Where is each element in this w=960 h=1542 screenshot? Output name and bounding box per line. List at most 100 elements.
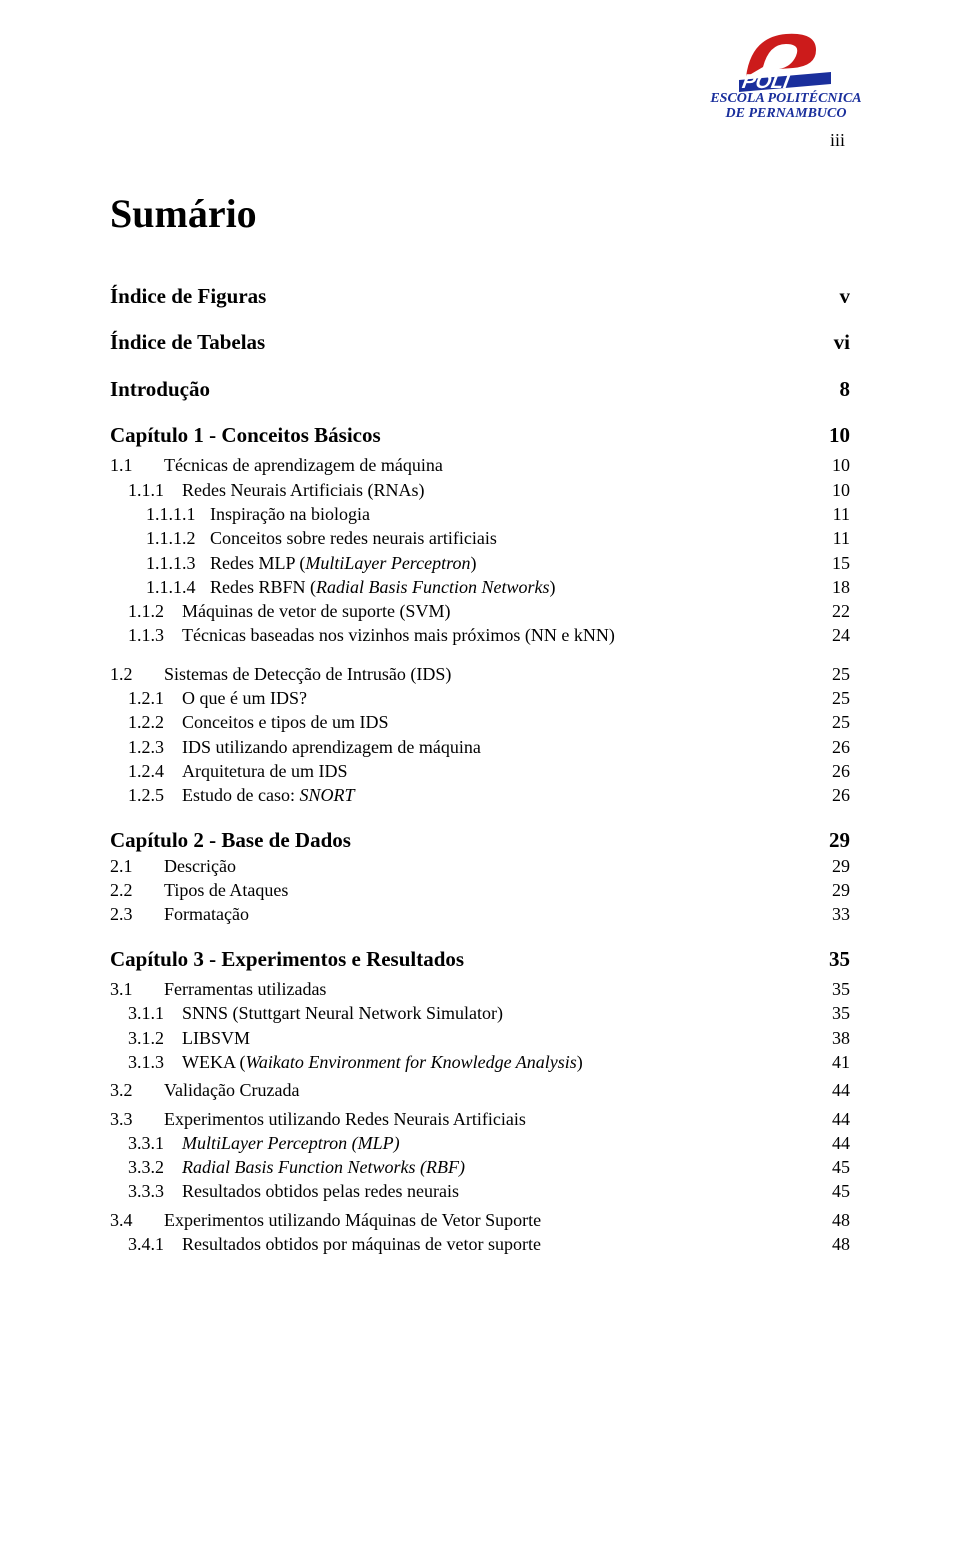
toc-row: 1.1.3Técnicas baseadas nos vizinhos mais… — [110, 623, 850, 647]
toc-label: 3.4Experimentos utilizando Máquinas de V… — [110, 1208, 820, 1232]
toc-num: 1.2.1 — [128, 686, 182, 710]
toc-label: 3.2Validação Cruzada — [110, 1078, 820, 1102]
toc-row: 1.2Sistemas de Detecção de Intrusão (IDS… — [110, 662, 850, 686]
toc-page: vi — [820, 328, 850, 356]
toc-page: 26 — [820, 735, 850, 759]
toc-page: 25 — [820, 662, 850, 686]
toc-page: 25 — [820, 686, 850, 710]
toc-num: 3.4.1 — [128, 1232, 182, 1256]
toc-label: 1.2.4Arquitetura de um IDS — [128, 759, 820, 783]
toc-page: 10 — [820, 421, 850, 449]
toc-page: 29 — [820, 878, 850, 902]
toc-row: Capítulo 1 - Conceitos Básicos10 — [110, 421, 850, 449]
toc-row: 2.1Descrição29 — [110, 854, 850, 878]
toc-label: 1.1.1Redes Neurais Artificiais (RNAs) — [128, 478, 820, 502]
toc-text: Ferramentas utilizadas — [164, 979, 326, 999]
toc-label: 1.1.1.4Redes RBFN (Radial Basis Function… — [146, 575, 820, 599]
toc-page: 26 — [820, 759, 850, 783]
toc-num: 3.2 — [110, 1078, 164, 1102]
toc-text: O que é um IDS? — [182, 688, 307, 708]
toc-label: 1.2Sistemas de Detecção de Intrusão (IDS… — [110, 662, 820, 686]
toc-num: 2.2 — [110, 878, 164, 902]
toc-label: 3.1Ferramentas utilizadas — [110, 977, 820, 1001]
toc-label: Índice de Tabelas — [110, 328, 820, 356]
toc-page: 45 — [820, 1179, 850, 1203]
toc-page: 35 — [820, 945, 850, 973]
toc-label: 2.3Formatação — [110, 902, 820, 926]
page-title: Sumário — [110, 190, 850, 237]
toc-page: v — [820, 282, 850, 310]
toc-row: 2.2Tipos de Ataques 29 — [110, 878, 850, 902]
toc-label: 1.1.1.3Redes MLP (MultiLayer Perceptron) — [146, 551, 820, 575]
toc-text: Sistemas de Detecção de Intrusão (IDS) — [164, 664, 451, 684]
toc-label: 1.2.2Conceitos e tipos de um IDS — [128, 710, 820, 734]
toc-row: 1.1.1.2Conceitos sobre redes neurais art… — [110, 526, 850, 550]
toc-num: 3.3.2 — [128, 1155, 182, 1179]
toc-row: 1.1.1.3Redes MLP (MultiLayer Perceptron)… — [110, 551, 850, 575]
toc-text: Validação Cruzada — [164, 1080, 299, 1100]
toc-page: 41 — [820, 1050, 850, 1074]
toc-page: 25 — [820, 710, 850, 734]
toc-text: SNNS (Stuttgart Neural Network Simulator… — [182, 1003, 503, 1023]
toc-num: 1.1.1.1 — [146, 502, 210, 526]
toc-row: 1.2.2Conceitos e tipos de um IDS25 — [110, 710, 850, 734]
toc-row: 3.3.2Radial Basis Function Networks (RBF… — [110, 1155, 850, 1179]
toc-page: 22 — [820, 599, 850, 623]
toc-num: 3.3.3 — [128, 1179, 182, 1203]
toc-row: 1.1.1.1Inspiração na biologia 11 — [110, 502, 850, 526]
toc-row: 3.3.1MultiLayer Perceptron (MLP)44 — [110, 1131, 850, 1155]
toc-text: Redes MLP (MultiLayer Perceptron) — [210, 553, 476, 573]
toc-row: 3.1.2LIBSVM38 — [110, 1026, 850, 1050]
toc-num: 1.1.1.3 — [146, 551, 210, 575]
toc-text: Resultados obtidos por máquinas de vetor… — [182, 1234, 541, 1254]
toc-row: 2.3Formatação33 — [110, 902, 850, 926]
toc-row: 3.2Validação Cruzada44 — [110, 1078, 850, 1102]
page-number-roman: iii — [830, 130, 845, 151]
toc-row: 3.4.1Resultados obtidos por máquinas de … — [110, 1232, 850, 1256]
toc-label: Introdução — [110, 375, 820, 403]
toc-text: Tipos de Ataques — [164, 880, 288, 900]
toc-text: Máquinas de vetor de suporte (SVM) — [182, 601, 450, 621]
table-of-contents: Índice de FigurasvÍndice de TabelasviInt… — [110, 282, 850, 1256]
toc-page: 8 — [820, 375, 850, 403]
toc-text: Arquitetura de um IDS — [182, 761, 347, 781]
toc-page: 33 — [820, 902, 850, 926]
toc-label: 1.1.2Máquinas de vetor de suporte (SVM) — [128, 599, 820, 623]
toc-label: 1.2.1O que é um IDS? — [128, 686, 820, 710]
toc-text: Conceitos e tipos de um IDS — [182, 712, 388, 732]
toc-num: 1.1.2 — [128, 599, 182, 623]
toc-row: 1.1.1.4Redes RBFN (Radial Basis Function… — [110, 575, 850, 599]
toc-num: 3.3 — [110, 1107, 164, 1131]
toc-page: 10 — [820, 478, 850, 502]
toc-row: 3.3Experimentos utilizando Redes Neurais… — [110, 1107, 850, 1131]
toc-row: 3.1Ferramentas utilizadas35 — [110, 977, 850, 1001]
toc-row: Índice de Figurasv — [110, 282, 850, 310]
toc-text: LIBSVM — [182, 1028, 250, 1048]
toc-text: Inspiração na biologia — [210, 504, 370, 524]
toc-label: 3.3.1MultiLayer Perceptron (MLP) — [128, 1131, 820, 1155]
toc-text: Técnicas de aprendizagem de máquina — [164, 455, 443, 475]
toc-row: 3.3.3Resultados obtidos pelas redes neur… — [110, 1179, 850, 1203]
toc-row: Capítulo 2 - Base de Dados29 — [110, 826, 850, 854]
toc-label: 3.1.2LIBSVM — [128, 1026, 820, 1050]
toc-label: 1.2.5Estudo de caso: SNORT — [128, 783, 820, 807]
toc-text: Técnicas baseadas nos vizinhos mais próx… — [182, 625, 615, 645]
toc-label: 3.1.3WEKA (Waikato Environment for Knowl… — [128, 1050, 820, 1074]
toc-row: 3.1.1SNNS (Stuttgart Neural Network Simu… — [110, 1001, 850, 1025]
toc-row: Índice de Tabelasvi — [110, 328, 850, 356]
toc-num: 1.1.1 — [128, 478, 182, 502]
toc-page: 15 — [820, 551, 850, 575]
toc-text: WEKA (Waikato Environment for Knowledge … — [182, 1052, 583, 1072]
toc-num: 1.1 — [110, 453, 164, 477]
toc-text: Formatação — [164, 904, 249, 924]
toc-page: 11 — [820, 502, 850, 526]
toc-row: Capítulo 3 - Experimentos e Resultados35 — [110, 945, 850, 973]
toc-num: 1.2.3 — [128, 735, 182, 759]
toc-num: 3.4 — [110, 1208, 164, 1232]
toc-num: 1.2.4 — [128, 759, 182, 783]
toc-label: 1.1.3Técnicas baseadas nos vizinhos mais… — [128, 623, 820, 647]
toc-row: 1.2.5Estudo de caso: SNORT26 — [110, 783, 850, 807]
page: POLI ESCOLA POLITÉCNICA DE PERNAMBUCO ii… — [0, 0, 960, 1542]
toc-page: 44 — [820, 1107, 850, 1131]
poli-logo-icon: POLI — [731, 22, 841, 92]
